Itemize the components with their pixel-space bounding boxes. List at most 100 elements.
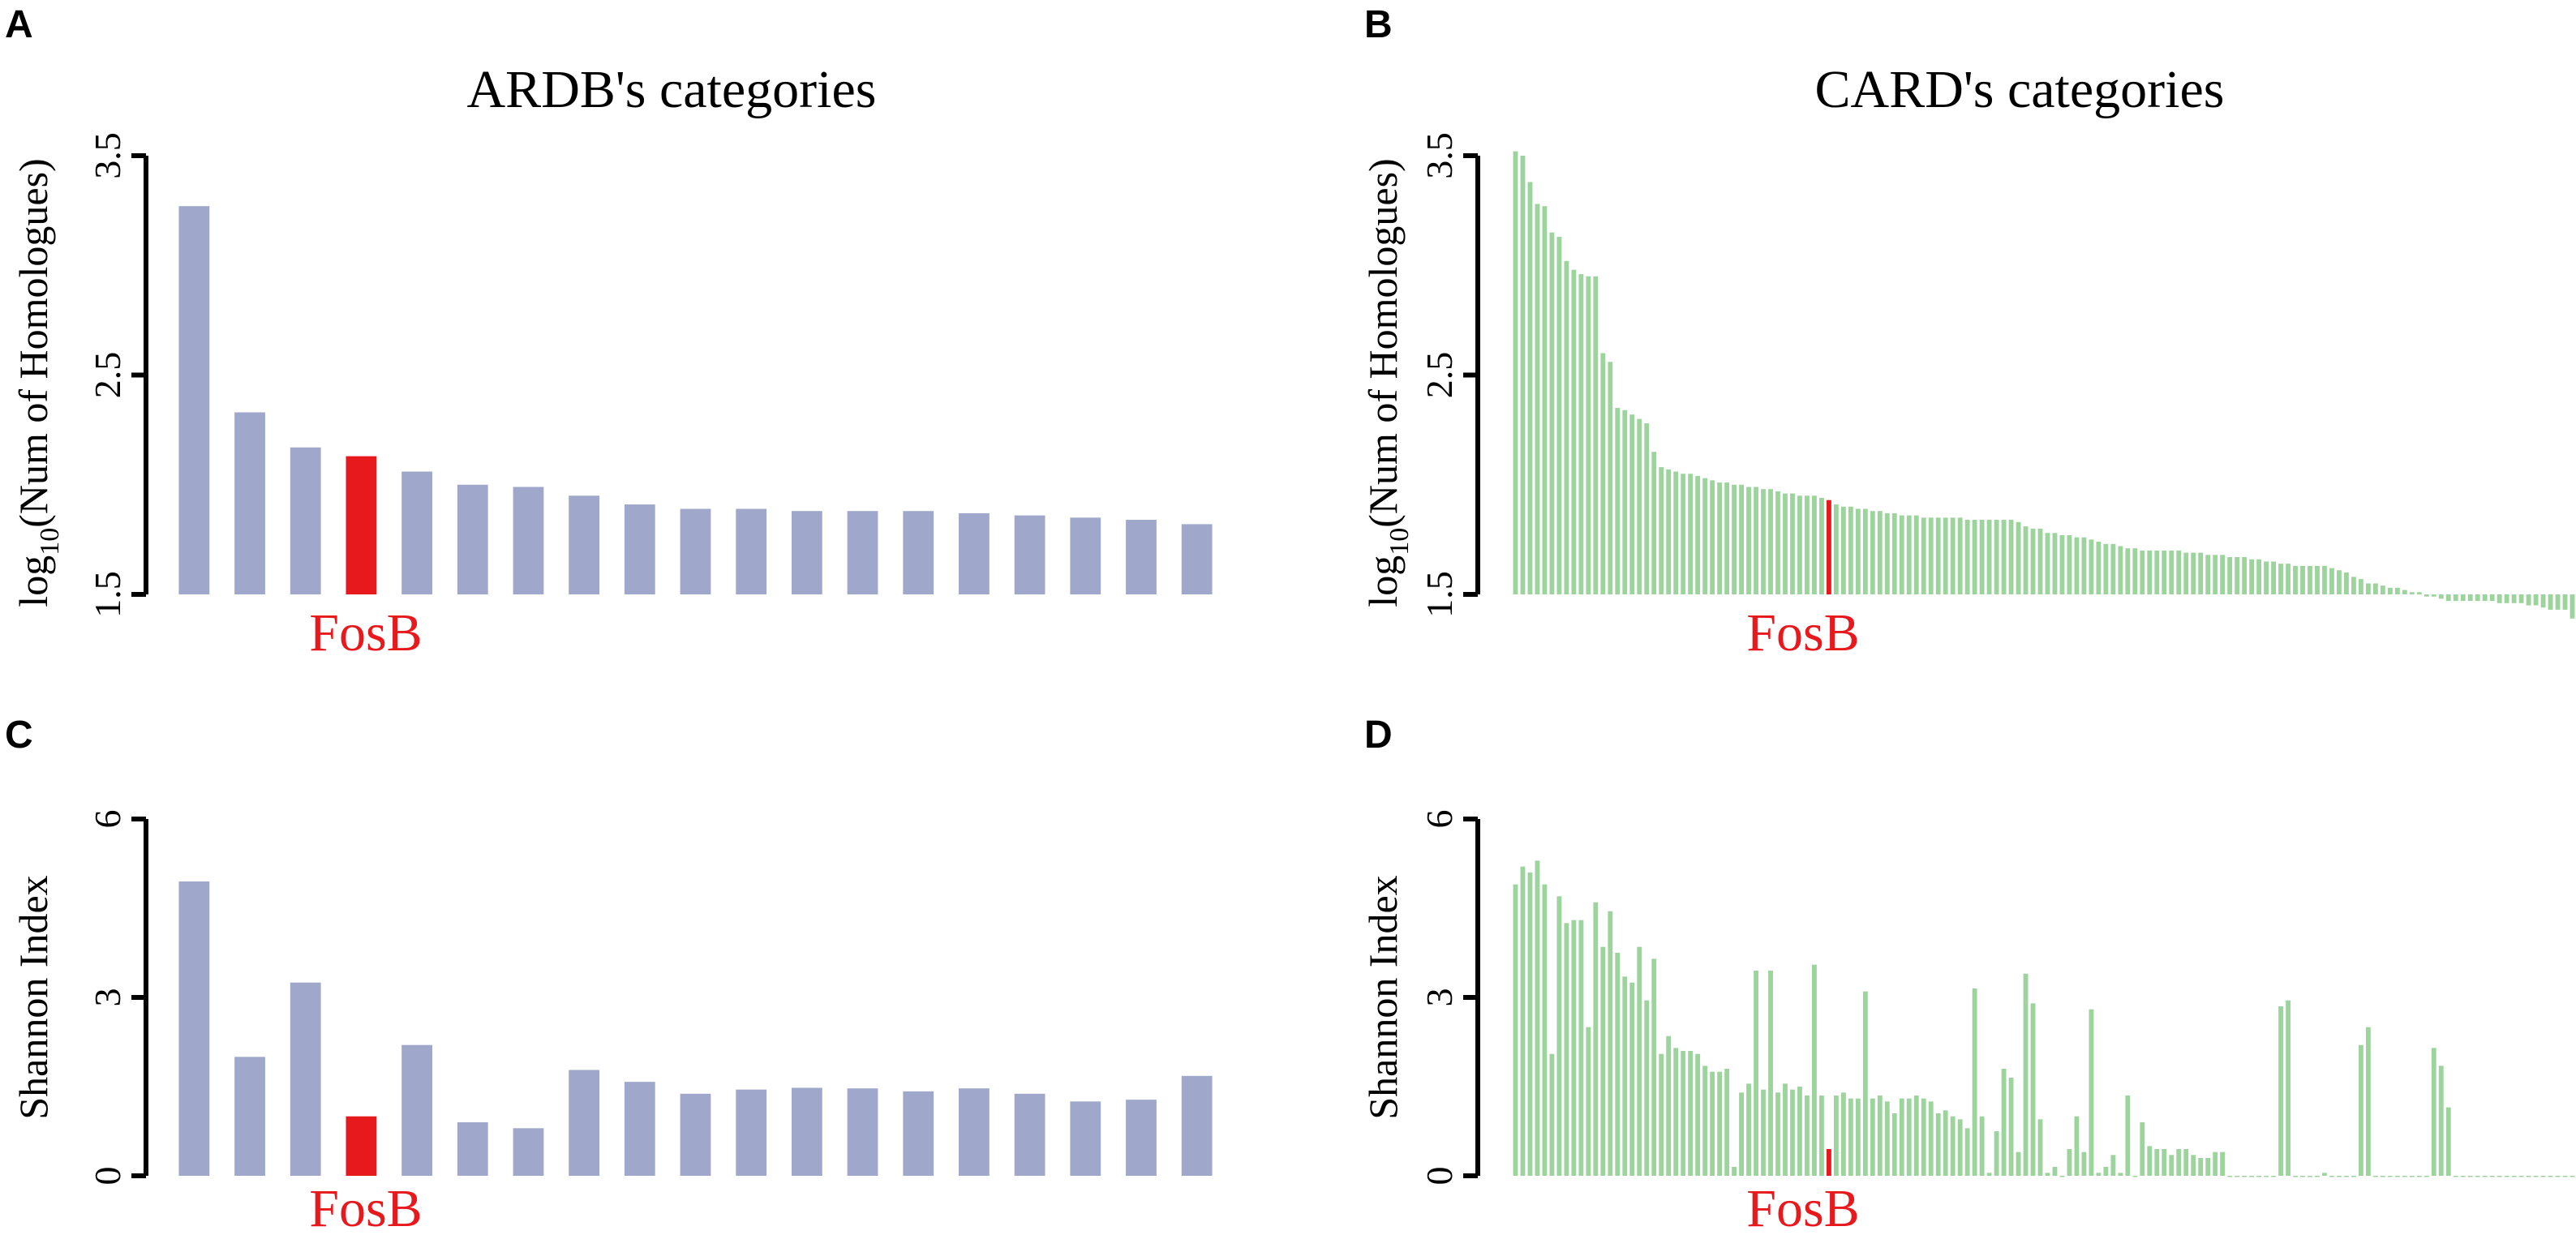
panel-b-bar bbox=[2081, 537, 2087, 594]
panel-d-bar bbox=[2562, 1176, 2568, 1177]
panel-d-bar bbox=[2081, 1151, 2087, 1176]
panel-b-bar bbox=[1593, 276, 1599, 594]
panel-d-bar bbox=[2489, 1176, 2495, 1177]
panel-d-bar bbox=[2322, 1173, 2327, 1176]
panel-d-bar bbox=[1950, 1116, 1956, 1176]
panel-c-highlight-label: FosB bbox=[309, 1179, 422, 1235]
panel-b-bar bbox=[2409, 592, 2415, 594]
panel-a-tick-label: 2.5 bbox=[87, 352, 128, 399]
panel-d-bar bbox=[2308, 1176, 2312, 1177]
panel-d-bar bbox=[2482, 1176, 2488, 1177]
panel-b-bar bbox=[2467, 594, 2473, 602]
panel-d-bar bbox=[1848, 1098, 1853, 1176]
panel-b-bar bbox=[1724, 482, 1730, 594]
panel-d-bar bbox=[2110, 1155, 2116, 1176]
panel-c-bar bbox=[847, 1088, 878, 1176]
panel-d-bar bbox=[1964, 1128, 1970, 1176]
panel-d-highlight-label: FosB bbox=[1746, 1179, 1859, 1235]
panel-d-bar bbox=[2140, 1122, 2145, 1176]
panel-d-bar bbox=[1819, 1096, 1824, 1176]
panel-b: B CARD's categories log10(Num of Homolog… bbox=[1360, 3, 2575, 663]
panel-d-bar bbox=[2540, 1176, 2546, 1177]
panel-b-bar bbox=[2351, 577, 2356, 594]
panel-b-bar bbox=[2198, 552, 2204, 594]
panel-d-bar bbox=[2358, 1044, 2363, 1176]
panel-d-bar bbox=[2402, 1176, 2407, 1177]
panel-b-bar bbox=[2344, 572, 2349, 594]
panel-d-bar bbox=[2365, 1027, 2371, 1176]
panel-d-bar bbox=[2169, 1155, 2175, 1176]
panel-d-bar bbox=[2205, 1158, 2211, 1176]
panel-d-bar bbox=[2147, 1146, 2153, 1176]
panel-d-bar bbox=[2154, 1149, 2160, 1176]
panel-b-bar bbox=[1899, 515, 1904, 594]
panel-c-bar bbox=[959, 1088, 990, 1176]
panel-d-bar bbox=[2037, 1119, 2043, 1176]
panel-d-bar bbox=[1644, 1000, 1650, 1176]
panel-b-bar bbox=[1783, 493, 1788, 594]
panel-d-bar bbox=[1571, 920, 1577, 1176]
panel-d-bar bbox=[1681, 1051, 1686, 1176]
panel-d-bar bbox=[2016, 1151, 2021, 1176]
panel-d-y-axis-label: Shannon Index bbox=[1360, 875, 1406, 1119]
panel-c-bar bbox=[1070, 1101, 1101, 1176]
panel-b-bar bbox=[2555, 594, 2561, 610]
panel-a-bar bbox=[903, 511, 934, 594]
panel-b-bar bbox=[1972, 520, 1977, 594]
panel-d-bar bbox=[2300, 1176, 2305, 1177]
panel-d-bar bbox=[2445, 1107, 2451, 1176]
panel-b-y-axis-label: log10(Num of Homologues) bbox=[1360, 158, 1415, 607]
panel-d-bar bbox=[1527, 873, 1533, 1176]
panel-b-bar bbox=[2431, 594, 2436, 597]
panel-a-title: ARDB's categories bbox=[467, 60, 877, 119]
panel-b-bar bbox=[2008, 520, 2014, 594]
panel-d-bar bbox=[2118, 1173, 2123, 1176]
panel-d-bar bbox=[1688, 1051, 1694, 1176]
panel-d-bar bbox=[1884, 1101, 1890, 1176]
panel-b-bar bbox=[1840, 506, 1846, 594]
panel-d-bar bbox=[1805, 1096, 1810, 1176]
panel-b-bar bbox=[1805, 495, 1810, 594]
panel-d-tick-label: 0 bbox=[1419, 1167, 1460, 1186]
panel-b-bar bbox=[2308, 565, 2312, 594]
panel-d-bar bbox=[2213, 1151, 2218, 1176]
panel-d-bar bbox=[2249, 1176, 2255, 1177]
panel-b-bar bbox=[1986, 520, 1992, 594]
panel-b-bar bbox=[2059, 534, 2065, 594]
panel-b-bar bbox=[1877, 511, 1883, 594]
panel-b-bar bbox=[1644, 423, 1650, 594]
panel-a: A ARDB's categories log10(Num of Homolog… bbox=[5, 3, 1213, 663]
panel-d-bar bbox=[1542, 884, 1548, 1176]
panel-d-bar bbox=[1797, 1087, 1802, 1176]
panel-d-bar bbox=[1549, 1053, 1555, 1176]
panel-d-bar bbox=[2548, 1176, 2553, 1177]
panel-b-bar bbox=[2103, 543, 2109, 594]
panel-a-bar-highlight bbox=[346, 456, 377, 594]
panel-d-bar bbox=[2256, 1176, 2262, 1177]
panel-d: D Shannon Index 0 3 6 FosB bbox=[1360, 714, 2575, 1235]
panel-b-bar bbox=[2518, 594, 2524, 603]
panel-b-bar bbox=[2183, 552, 2189, 594]
panel-b-bar bbox=[2533, 594, 2539, 606]
panel-b-bar bbox=[2074, 537, 2080, 594]
panel-b-bar bbox=[1761, 489, 1766, 594]
panel-d-bar bbox=[1556, 896, 1562, 1176]
panel-d-bar bbox=[1877, 1096, 1883, 1176]
panel-d-bar bbox=[1622, 976, 1628, 1176]
panel-d-bar bbox=[2453, 1176, 2458, 1177]
panel-d-bar bbox=[2460, 1176, 2466, 1177]
panel-b-bar bbox=[2140, 550, 2145, 594]
panel-d-bar bbox=[2176, 1149, 2182, 1176]
panel-b-bar bbox=[2023, 526, 2029, 594]
panel-b-highlight-label: FosB bbox=[1746, 603, 1859, 663]
panel-b-bar bbox=[2540, 594, 2546, 608]
panel-a-bar bbox=[569, 495, 600, 594]
panel-d-bar bbox=[1586, 1027, 1591, 1176]
panel-a-bar bbox=[1014, 515, 1045, 594]
panel-d-bar bbox=[1629, 982, 1635, 1176]
panel-b-bar bbox=[2286, 564, 2290, 594]
panel-b-bar bbox=[2110, 543, 2116, 594]
panel-b-bar bbox=[1891, 512, 1897, 594]
panel-c-bar bbox=[791, 1087, 822, 1176]
panel-b-bar bbox=[1935, 517, 1941, 594]
